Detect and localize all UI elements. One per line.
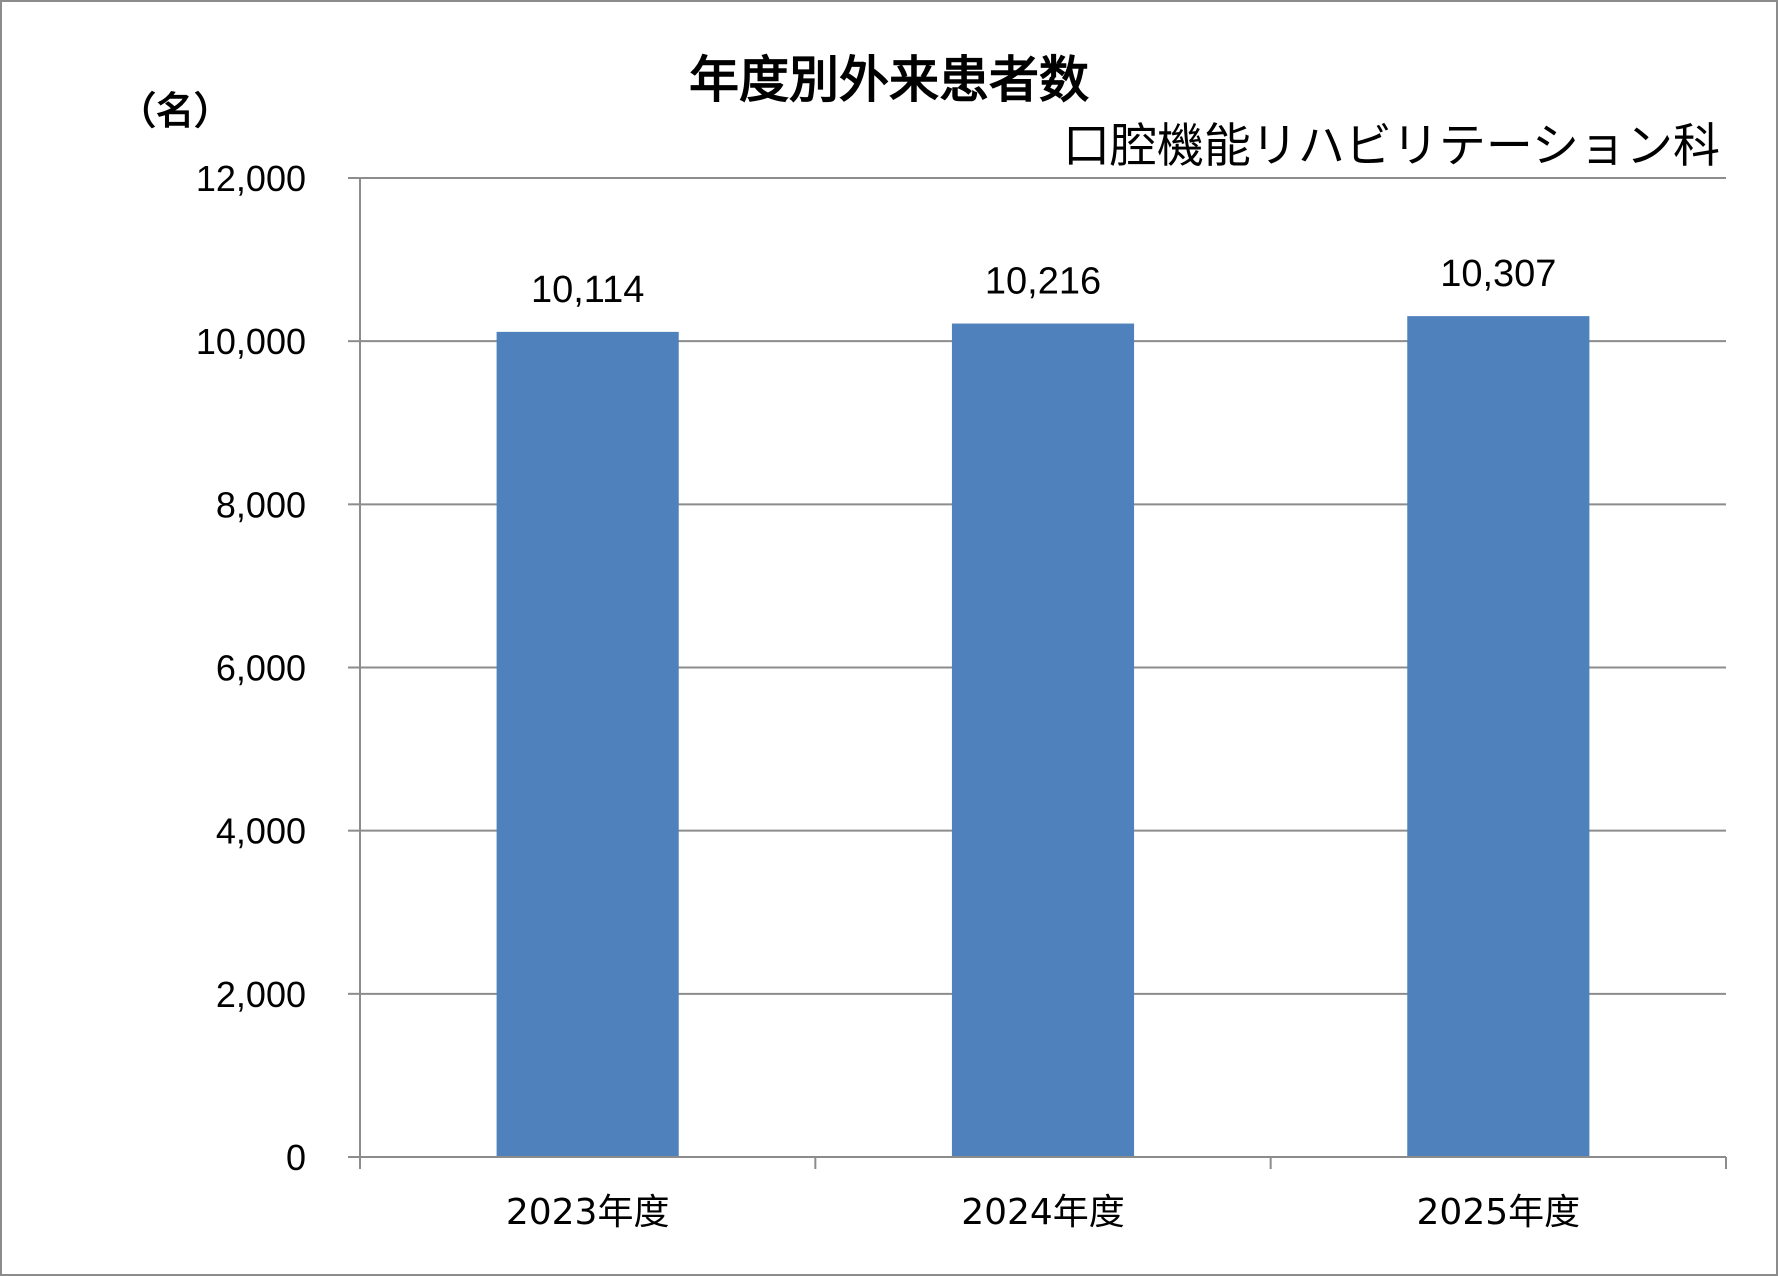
bar-data-label: 10,307 xyxy=(1440,253,1556,295)
y-axis-unit-label: （名） xyxy=(118,89,232,133)
axes xyxy=(348,177,1727,1169)
bar xyxy=(1407,316,1590,1157)
x-category-label: 2024年度 xyxy=(961,1192,1125,1233)
y-tick-label: 4,000 xyxy=(216,811,306,852)
y-tick-label: 8,000 xyxy=(216,484,306,525)
y-tick-label: 0 xyxy=(286,1137,306,1178)
data-labels: 10,114 10,216 10,307 xyxy=(531,253,1556,311)
y-tick-label: 12,000 xyxy=(196,158,306,199)
y-tick-labels: 0 2,000 4,000 6,000 8,000 10,000 12,000 xyxy=(196,158,306,1178)
bar xyxy=(951,323,1135,1157)
x-category-label: 2023年度 xyxy=(506,1192,670,1233)
bar-data-label: 10,114 xyxy=(531,269,644,311)
x-category-label: 2025年度 xyxy=(1417,1192,1581,1233)
y-tick-label: 2,000 xyxy=(216,974,306,1015)
bar-data-label: 10,216 xyxy=(985,261,1101,303)
bar xyxy=(496,331,679,1157)
chart-subtitle: 口腔機能リハビリテーション科 xyxy=(1063,119,1720,174)
y-tick-label: 6,000 xyxy=(216,648,306,689)
x-category-labels: 2023年度 2024年度 2025年度 xyxy=(506,1192,1580,1233)
y-tick-label: 10,000 xyxy=(196,321,306,362)
chart-title: 年度別外来患者数 xyxy=(689,51,1089,109)
bars xyxy=(496,316,1590,1157)
